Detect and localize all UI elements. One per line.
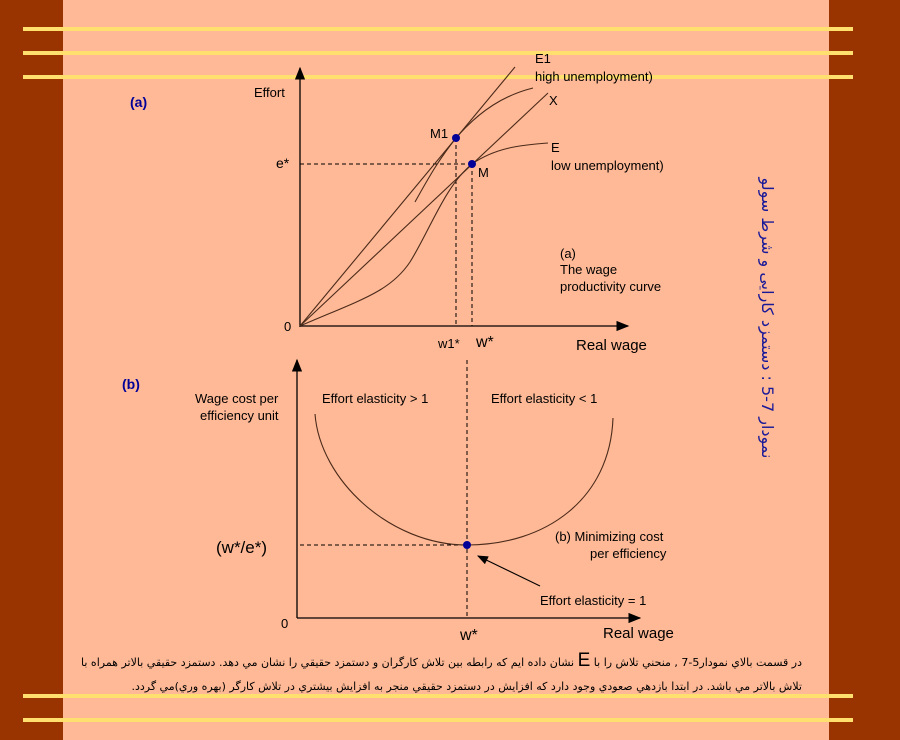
decorative-rule	[23, 694, 853, 698]
point-m1	[452, 134, 460, 142]
explanation-paragraph: در قسمت بالاي نمودار5-7 , منحني تلاش را …	[72, 649, 802, 699]
w1-star-label: w1*	[437, 336, 460, 351]
curve-e-note: low unemployment)	[551, 158, 664, 173]
min-note: Effort elasticity = 1	[540, 593, 646, 608]
decorative-rule	[23, 27, 853, 31]
curve-e-label: E	[551, 140, 560, 155]
caption-a-line1: The wage	[560, 262, 617, 277]
curve-e1-label: E1	[535, 51, 551, 66]
left-side-bar	[0, 0, 63, 740]
panel-a: (a) Effort e* 0 w1* w* Real wage E1 high…	[130, 51, 664, 354]
point-m	[468, 160, 476, 168]
origin-label: 0	[284, 319, 291, 334]
caption-b-line1: (b) Minimizing cost	[555, 529, 664, 544]
paragraph-e-symbol: E	[577, 650, 591, 671]
x-axis-label: Real wage	[603, 625, 674, 642]
minimum-point	[463, 541, 471, 549]
x-axis-label: Real wage	[576, 337, 647, 354]
curve-e1	[414, 87, 534, 203]
min-value-label: (w*/e*)	[216, 538, 267, 557]
paragraph-part-1: در قسمت بالاي نمودار5-7 , منحني تلاش را …	[590, 656, 802, 669]
decorative-rule	[23, 51, 853, 55]
caption-a-line2: productivity curve	[560, 279, 661, 294]
panel-a-tag: (a)	[130, 94, 147, 110]
point-m-label: M	[478, 165, 489, 180]
origin-label: 0	[281, 616, 288, 631]
left-region-label: Effort elasticity > 1	[322, 391, 428, 406]
y-axis-label: Effort	[254, 85, 285, 100]
curve-e	[299, 142, 549, 327]
right-side-bar	[829, 0, 900, 740]
decorative-rule	[23, 75, 853, 79]
line-x-label: X	[549, 93, 558, 108]
y-axis-label-line2: efficiency unit	[200, 408, 279, 423]
point-m1-label: M1	[430, 126, 448, 141]
w-star-label: w*	[475, 334, 494, 351]
y-axis-label-line1: Wage cost per	[195, 391, 279, 406]
w-star-label: w*	[459, 627, 478, 644]
caption-a-tag: (a)	[560, 246, 576, 261]
paragraph-part-2: نشان داده ايم که رابطه بين تلاش کارگران …	[81, 656, 802, 693]
panel-b-tag: (b)	[122, 376, 140, 392]
min-note-arrow	[477, 555, 541, 587]
tangent-line-e1	[299, 66, 516, 327]
cost-curve	[314, 413, 614, 546]
e-star-label: e*	[276, 155, 290, 171]
curve-e1-note: high unemployment)	[535, 69, 653, 84]
line-x	[299, 92, 549, 327]
decorative-rule	[23, 718, 853, 722]
panel-b: (b) Wage cost per efficiency unit Effort…	[122, 358, 674, 644]
slide-title: نمودار 7-5 : دستمزد کارایی و شرط سولو	[757, 176, 777, 458]
caption-b-line2: per efficiency	[590, 546, 667, 561]
right-region-label: Effort elasticity < 1	[491, 391, 597, 406]
